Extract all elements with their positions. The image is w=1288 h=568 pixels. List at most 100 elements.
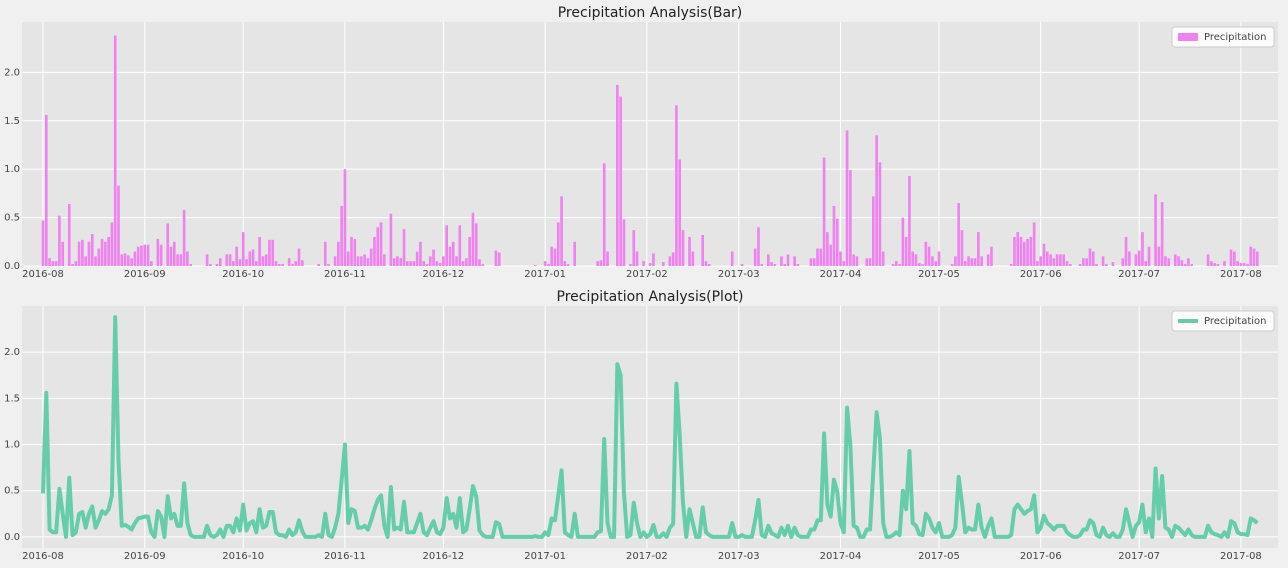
y-tick-label: 1.0 (4, 164, 20, 175)
bar (120, 254, 124, 266)
bar (497, 252, 501, 266)
bar (950, 264, 954, 266)
bar (812, 258, 816, 266)
bar (1039, 256, 1043, 266)
bar (855, 256, 859, 266)
bar (294, 261, 298, 266)
bar (809, 258, 813, 266)
bar (1167, 258, 1171, 266)
axes: Precipitation Analysis(Plot) 0.0 0.5 1.0 1.5… (4, 289, 1278, 562)
bar (1088, 248, 1092, 266)
y-tick-label: 1.0 (4, 440, 20, 451)
bar (977, 232, 980, 266)
bar (215, 264, 219, 266)
bar (373, 236, 376, 266)
x-tick-label: 2017-08 (1220, 551, 1262, 562)
bar (1082, 258, 1085, 266)
bar (865, 258, 869, 266)
bar (760, 264, 764, 266)
bar (1055, 254, 1059, 266)
bar (652, 253, 655, 266)
bar (94, 256, 97, 266)
x-tick-label: 2016-08 (22, 551, 64, 562)
bar (1105, 264, 1108, 266)
bar (904, 236, 908, 266)
bar (97, 248, 101, 266)
bar (422, 261, 426, 266)
bar (281, 264, 284, 266)
bar (819, 248, 823, 266)
bar (675, 105, 678, 267)
bar (1068, 264, 1072, 266)
bar (1252, 248, 1256, 266)
bar (107, 236, 110, 266)
bar (757, 227, 760, 266)
bar (419, 241, 422, 266)
bar (1164, 256, 1167, 266)
bar (1160, 202, 1164, 266)
bar (81, 239, 84, 266)
bar (1233, 251, 1236, 266)
bar (1085, 258, 1088, 266)
bar (560, 196, 563, 266)
x-tick-label: 2017-01 (524, 269, 566, 280)
bar (1111, 262, 1115, 266)
bar (445, 225, 448, 266)
bar (287, 258, 291, 266)
bar (796, 264, 800, 266)
bar (392, 258, 396, 266)
bar (366, 258, 370, 266)
bar (773, 264, 777, 266)
bar (1026, 238, 1029, 266)
bar (829, 244, 832, 266)
bar (917, 263, 921, 266)
bar (891, 264, 895, 266)
bar (1121, 258, 1125, 266)
bar (533, 265, 537, 266)
plot-background (22, 306, 1278, 548)
bar (1032, 222, 1036, 266)
bar (898, 264, 901, 266)
y-tick-label: 0.5 (4, 486, 20, 497)
bar (622, 219, 626, 266)
bar (573, 241, 576, 266)
bar (839, 251, 842, 266)
bar (1052, 258, 1056, 266)
bar (970, 258, 974, 266)
bar (232, 261, 235, 266)
bar (1124, 236, 1128, 266)
x-tick-label: 2016-12 (423, 269, 465, 280)
bar (465, 258, 468, 266)
bar (921, 264, 924, 266)
bar (924, 241, 928, 266)
bar (1187, 258, 1190, 266)
x-tick-label: 2016-08 (22, 269, 64, 280)
legend-box (1171, 310, 1275, 332)
bar (415, 251, 419, 266)
x-tick-label: 2017-05 (918, 551, 960, 562)
bar (973, 258, 977, 266)
bar (963, 261, 967, 266)
bar (261, 256, 265, 266)
legend: Precipitation (1171, 26, 1275, 48)
bar (1236, 261, 1239, 266)
bar (1190, 264, 1193, 266)
bar (668, 256, 672, 266)
bar (960, 230, 964, 266)
x-tick-label: 2017-05 (918, 269, 960, 280)
bar (543, 261, 547, 266)
bar (1223, 261, 1226, 266)
bar (1229, 249, 1233, 266)
bar (104, 241, 107, 266)
bar (550, 246, 554, 266)
bar (396, 256, 399, 266)
bar (337, 241, 340, 266)
bar (360, 256, 363, 266)
x-tick-label: 2016-10 (222, 269, 264, 280)
bar (1022, 241, 1026, 266)
bar (432, 249, 435, 266)
bar (61, 241, 65, 266)
bar (875, 135, 878, 266)
bar (1177, 256, 1180, 266)
